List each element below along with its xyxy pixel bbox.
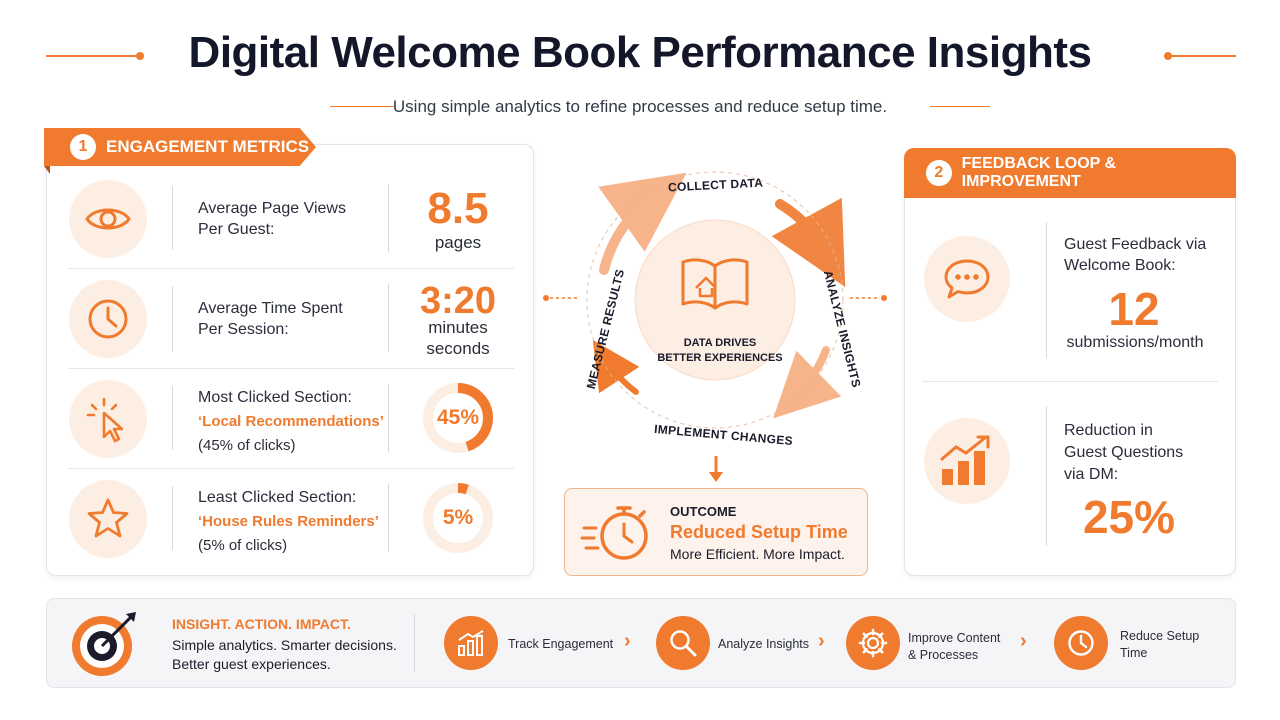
outcome-down-arrow [709,456,723,482]
step-track-engagement-label: Track Engagement [508,637,614,651]
outcome-title: Reduced Setup Time [670,522,848,542]
eye-icon [85,208,131,230]
title-deco-dot-right [1164,52,1172,60]
feedback-label: Guest Feedback via Welcome Book: [1064,236,1207,274]
feedback-panel [904,150,1236,576]
chevron-right-icon: › [1020,630,1027,652]
title-deco-line-right [1170,55,1236,57]
most-clicked-label: Most Clicked Section: ‘Local Recommendat… [198,389,384,454]
time-spent-label: Average Time Spent Per Session: [198,300,343,338]
time-spent-value: 3:20 [419,280,497,322]
footer-heading: INSIGHT. ACTION. IMPACT. [172,616,351,632]
metric-divider [172,286,173,352]
chevron-right-icon: › [624,630,631,652]
feedback-icon-circle [924,236,1010,322]
least-clicked-value: 5% [442,506,474,529]
step-analyze-insights-label: Analyze Insights [718,637,810,651]
stopwatch-icon [580,506,648,560]
footer-text: Simple analytics. Smarter decisions. Bet… [172,637,397,672]
reduction-label: Reduction in Guest Questions via DM: [1064,422,1184,483]
bar-chart-icon [458,630,484,656]
star-icon [87,498,129,538]
step-track-engagement [444,616,498,670]
least-clicked-label: Least Clicked Section: ‘House Rules Remi… [198,489,379,554]
engagement-ribbon: 1 ENGAGEMENT METRICS [44,128,316,166]
metric-row-divider [68,268,514,269]
cycle-center-caption: DATA DRIVES BETTER EXPERIENCES [657,337,783,364]
page-subtitle: Using simple analytics to refine process… [392,97,888,116]
page-title: Digital Welcome Book Performance Insight… [188,28,1092,77]
time-spent-unit: minutes seconds [426,318,490,358]
metric-divider [172,386,173,450]
metric-divider [388,284,389,352]
page-views-icon-circle [69,180,147,258]
magnifier-icon [670,630,697,657]
step-reduce-setup-time-label: Reduce Setup Time [1120,629,1200,660]
feedback-unit: submissions/month [1066,334,1204,351]
outcome-box [564,488,868,576]
target-icon [72,612,136,676]
metric-row-divider [68,368,514,369]
cycle-diagram [543,171,887,429]
feedback-divider [1046,222,1047,358]
time-spent-icon-circle [69,280,147,358]
title-deco-line-left [46,55,138,57]
reduction-icon-circle [924,418,1010,504]
step-improve-content [846,616,900,670]
page-views-value: 8.5 [427,184,489,233]
reduction-value: 25% [1082,491,1176,543]
most-clicked-value: 45% [436,406,480,429]
most-clicked-donut [423,383,493,453]
metric-row-divider [68,468,514,469]
page-views-unit: pages [434,233,482,252]
step-analyze-insights [656,616,710,670]
engagement-number-badge: 1 [70,134,96,160]
subtitle-deco-line-right [930,106,990,107]
bar-chart-growth-icon [940,435,990,485]
clock-icon [88,299,128,339]
outcome-label: OUTCOME [670,504,737,519]
subtitle-deco-line-left [330,106,394,107]
metric-divider [388,184,389,252]
step-improve-content-label: Improve Content & Processes [908,631,1001,662]
metric-divider [388,484,389,552]
footer-bar [46,598,1236,688]
engagement-ribbon-fold [44,166,50,174]
feedback-value: 12 [1108,283,1160,335]
chat-bubble-icon [944,259,990,299]
most-clicked-icon-circle [69,380,147,458]
feedback-number-badge: 2 [926,160,952,186]
feedback-row-divider [922,381,1218,382]
gear-icon [858,628,888,658]
metric-divider [388,384,389,452]
reduction-divider [1046,406,1047,546]
metric-divider [172,486,173,550]
least-clicked-donut [423,483,493,553]
footer-divider [414,614,415,672]
feedback-ribbon: 2 FEEDBACK LOOP & IMPROVEMENT [904,148,1236,198]
engagement-heading: ENGAGEMENT METRICS [106,137,310,156]
page-views-label: Average Page Views Per Guest: [198,200,346,238]
clock-icon [1068,630,1094,656]
chevron-right-icon: › [818,630,825,652]
least-clicked-icon-circle [69,480,147,558]
title-deco-dot-left [136,52,144,60]
outcome-text: More Efficient. More Impact. [670,546,845,562]
step-reduce-setup-time [1054,616,1108,670]
metric-divider [172,186,173,250]
feedback-heading: FEEDBACK LOOP & IMPROVEMENT [961,155,1117,190]
cursor-click-icon [86,397,124,443]
open-book-icon [681,258,749,310]
